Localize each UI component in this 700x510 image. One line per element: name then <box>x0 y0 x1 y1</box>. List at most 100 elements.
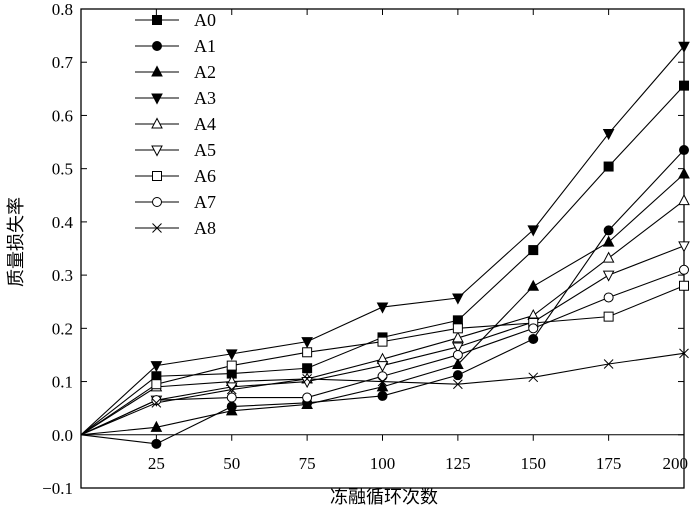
data-point-a6 <box>226 360 237 371</box>
y-tick-label: 0.6 <box>52 106 73 125</box>
legend-marker-a0 <box>152 15 162 25</box>
y-tick-label: 0.5 <box>52 160 73 179</box>
data-point-a2 <box>602 235 615 247</box>
series-markers <box>150 41 690 449</box>
legend-marker-a2 <box>151 65 163 77</box>
x-tick-label: 150 <box>521 454 547 473</box>
y-axis-title: 质量损失率 <box>6 197 27 287</box>
data-point-a7 <box>452 349 463 360</box>
data-point-a5 <box>452 342 464 354</box>
x-tick-label: 75 <box>299 454 316 473</box>
data-point-a1 <box>679 145 689 156</box>
data-point-a1 <box>452 370 463 381</box>
series-line-a7 <box>80 269 685 436</box>
data-point-a3 <box>678 41 690 53</box>
data-point-a3 <box>602 129 615 141</box>
data-point-a8 <box>151 397 162 408</box>
x-tick-label: 50 <box>223 454 240 473</box>
data-point-a7 <box>302 392 313 403</box>
data-point-a8 <box>528 372 539 383</box>
cross-stroke <box>152 223 162 233</box>
data-point-a3 <box>225 349 238 361</box>
data-point-a2 <box>678 167 690 179</box>
data-point-a3 <box>452 293 464 305</box>
legend-label-a0: A0 <box>194 10 216 30</box>
cross-stroke <box>226 384 237 395</box>
legend-marker-a8 <box>152 223 162 233</box>
data-point-a6 <box>302 347 313 358</box>
data-point-a1 <box>151 438 162 449</box>
data-point-a2 <box>452 357 464 370</box>
data-point-a0 <box>679 80 689 91</box>
x-tick-label: 200 <box>663 454 689 473</box>
legend-label-a5: A5 <box>194 140 216 160</box>
plot-frame <box>80 8 685 489</box>
data-point-a3 <box>301 337 313 349</box>
y-tick-label: −0.1 <box>42 479 73 498</box>
y-tick-label: 0.4 <box>52 213 74 232</box>
x-axis-title: 冻融循环次数 <box>330 487 438 508</box>
legend-label-a1: A1 <box>194 36 216 56</box>
legend-label-a8: A8 <box>194 218 216 238</box>
y-tick-label: 0.3 <box>52 266 73 285</box>
legend-marker-a4 <box>151 117 163 129</box>
legend-marker-a1 <box>152 41 162 51</box>
data-point-a1 <box>603 225 614 236</box>
legend-label-a7: A7 <box>194 192 216 212</box>
y-tick-label: 0.7 <box>52 53 74 72</box>
legend-marker-a5 <box>151 145 163 157</box>
data-point-a7 <box>679 264 689 275</box>
data-point-a1 <box>528 333 539 344</box>
x-tick-label: 100 <box>370 454 396 473</box>
y-tick-label: 0.2 <box>52 319 73 338</box>
data-point-a8 <box>453 379 463 390</box>
data-point-a7 <box>603 292 614 303</box>
data-point-a2 <box>527 279 540 291</box>
data-point-a7 <box>528 323 539 334</box>
data-point-a2 <box>301 397 313 409</box>
data-point-a7 <box>151 395 162 406</box>
data-point-a7 <box>377 371 388 382</box>
x-tick-label: 175 <box>596 454 622 473</box>
data-point-a4 <box>452 331 464 343</box>
cross-stroke <box>377 376 388 387</box>
legend-label-a2: A2 <box>194 62 216 82</box>
legend-marker-a7 <box>152 197 162 207</box>
axis-ticks: −0.1 0.0 0.1 0.2 0.3 0.4 0.5 0.6 0.7 0.8 25 50 75 100… <box>42 0 688 498</box>
data-point-a6 <box>452 323 463 334</box>
data-point-a6 <box>377 336 388 347</box>
data-point-a8 <box>226 384 237 395</box>
y-tick-label: 0.1 <box>52 373 73 392</box>
data-point-a4 <box>678 194 690 206</box>
legend-label-a3: A3 <box>194 88 216 108</box>
legend-marker-a6 <box>152 171 162 181</box>
data-point-a5 <box>678 241 690 253</box>
x-tick-label: 125 <box>445 454 471 473</box>
legend: A0 A1 A2 A3 A4 A5 A6 A7 A8 <box>135 10 216 238</box>
data-point-a2 <box>150 420 163 432</box>
data-point-a3 <box>376 302 389 314</box>
data-point-a3 <box>150 361 163 373</box>
cross-stroke <box>453 379 463 390</box>
data-point-a4 <box>602 251 615 263</box>
x-tick-label: 25 <box>148 454 165 473</box>
data-point-a1 <box>377 390 388 401</box>
data-point-a5 <box>602 270 615 282</box>
data-point-a7 <box>226 392 237 403</box>
data-point-a0 <box>302 363 313 374</box>
data-point-a8 <box>679 348 689 359</box>
data-point-a8 <box>377 376 388 387</box>
cross-stroke <box>528 372 539 383</box>
data-point-a6 <box>679 280 689 291</box>
cross-stroke <box>302 374 312 384</box>
cross-stroke <box>603 359 614 369</box>
data-point-a5 <box>376 361 389 373</box>
axes <box>80 8 685 489</box>
data-point-a5 <box>301 377 313 389</box>
cross-stroke <box>151 397 162 408</box>
cross-stroke <box>679 348 689 359</box>
legend-label-a6: A6 <box>194 166 216 186</box>
y-tick-label: 0.0 <box>52 426 73 445</box>
data-point-a6 <box>603 311 614 322</box>
